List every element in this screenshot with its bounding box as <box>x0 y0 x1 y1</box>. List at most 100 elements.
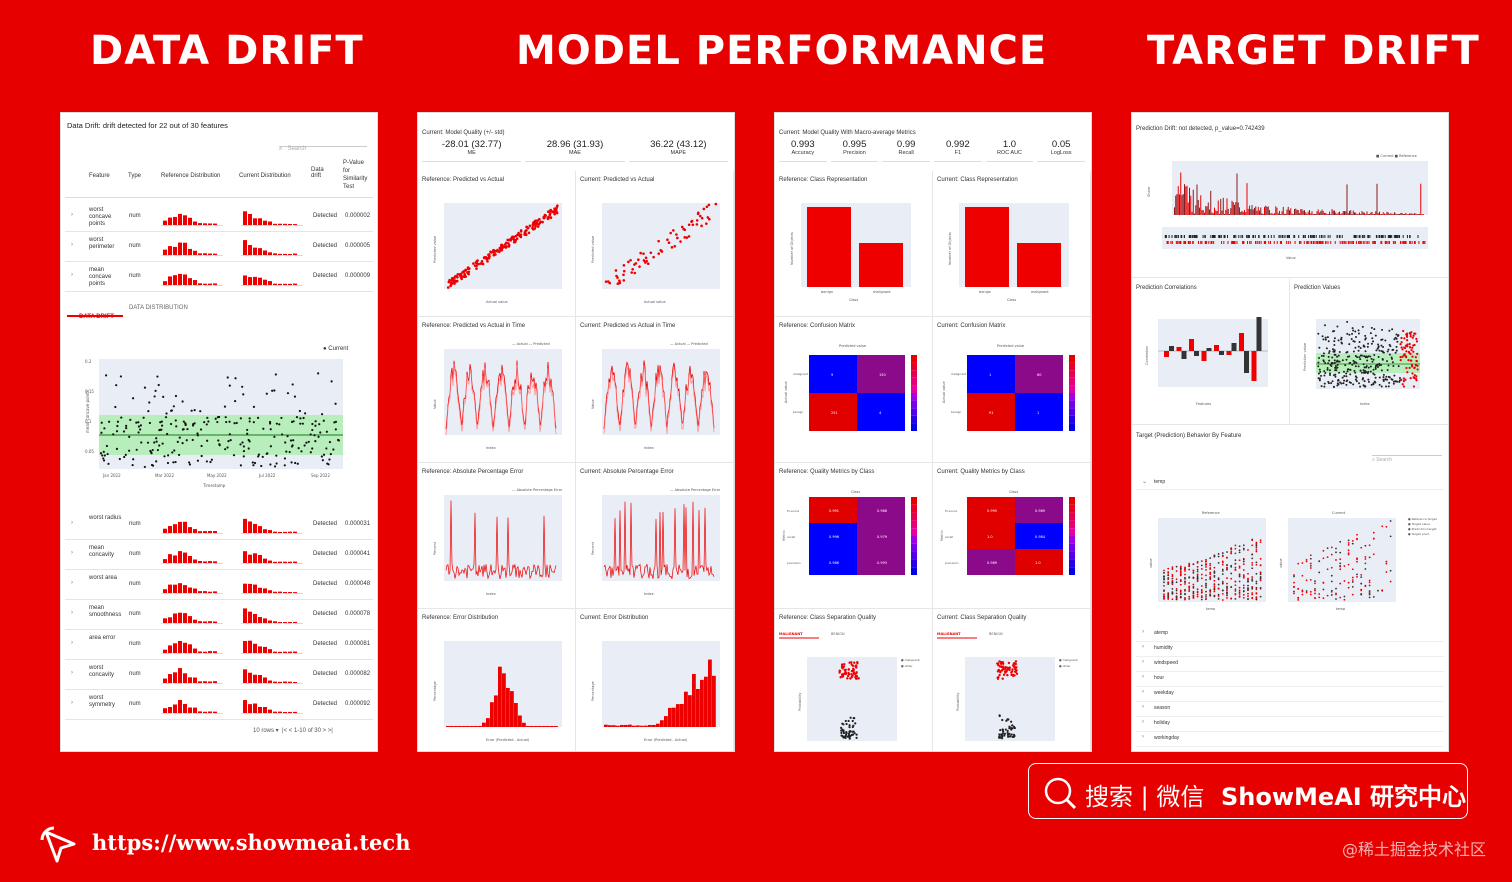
feature-row[interactable]: › humidity <box>1136 642 1444 657</box>
chevron-right-icon[interactable]: › <box>1142 689 1144 695</box>
search-input[interactable]: Search <box>287 146 307 152</box>
chevron-right-icon[interactable]: › <box>1142 674 1144 680</box>
x-axis-label: Actual value <box>644 300 666 304</box>
feature-name: mean concave points <box>89 267 112 287</box>
footer-url[interactable]: https://www.showmeai.tech <box>92 830 411 855</box>
y-axis-label: Probability <box>956 692 960 711</box>
classification-panel: Current: Model Quality With Macro-averag… <box>774 112 1092 752</box>
y-tick-label: 0.2 <box>85 359 92 364</box>
feature-name: windspeed <box>1154 660 1178 666</box>
chevron-right-icon[interactable]: › <box>1142 659 1144 665</box>
chevron-right-icon[interactable]: › <box>71 700 73 706</box>
cell-value: 1 <box>989 373 991 377</box>
col-feature: Feature <box>89 173 110 179</box>
metric-label: MAE <box>569 150 581 156</box>
chevron-right-icon[interactable]: › <box>71 610 73 616</box>
wechat-search-box[interactable]: 搜索 | 微信 ShowMeAI 研究中心 <box>1028 763 1468 819</box>
table-row[interactable]: › worst area num Detected 0.000048 <box>65 571 373 600</box>
chevron-down-icon[interactable]: ⌄ <box>1142 479 1148 485</box>
chart-svg: — Actual — Predicted Index Value <box>433 342 562 450</box>
col-data-drift: Data drift <box>311 167 324 179</box>
reference-histogram <box>161 636 223 654</box>
cell-value: 60 <box>1037 373 1041 377</box>
chevron-right-icon[interactable]: › <box>71 242 73 248</box>
chevron-right-icon[interactable]: › <box>1142 719 1144 725</box>
x-tick-label: Sep 2022 <box>311 473 330 478</box>
feature-name: worst concave points <box>89 207 112 227</box>
search-icon: ⌕ <box>279 146 283 152</box>
tab-data-drift[interactable]: DATA DRIFT <box>67 303 123 320</box>
feature-name: mean smoothness <box>89 605 122 618</box>
chevron-right-icon[interactable]: › <box>71 272 73 278</box>
table-row[interactable]: › worst concave points num Detected 0.000002 <box>65 203 373 232</box>
y-tick-label: malignant <box>793 372 809 376</box>
metric-label: LogLoss <box>1050 150 1072 156</box>
table-row[interactable]: › worst radius num Detected 0.000031 <box>65 511 373 540</box>
expanded-feature-row[interactable]: ⌄ temp <box>1136 475 1444 490</box>
metric-card: 0.995 Precision <box>830 139 879 162</box>
behavior-scatter: Reference temp value Current temp value ● Refe… <box>1149 511 1438 611</box>
x-axis-label: Class <box>1007 298 1016 302</box>
feature-row[interactable]: › season <box>1136 702 1444 717</box>
legend: ● malignant <box>901 658 921 662</box>
chevron-right-icon[interactable]: › <box>1142 704 1144 710</box>
chevron-right-icon[interactable]: › <box>71 670 73 676</box>
x-tick-label: Mar 2022 <box>155 473 174 478</box>
chevron-right-icon[interactable]: › <box>1142 734 1144 740</box>
axis-label: Class <box>1009 490 1018 494</box>
cell-title: Current: Predicted vs Actual in Time <box>580 323 676 329</box>
drift-status: Detected <box>313 701 338 707</box>
table-row[interactable]: › worst perimeter num Detected 0.000005 <box>65 233 373 262</box>
data-drift-search[interactable]: ⌕ Search <box>279 135 367 152</box>
y-axis-label: Number of Objects <box>948 232 952 265</box>
feature-row[interactable]: › hour <box>1136 672 1444 687</box>
table-row[interactable]: › mean concave points num Detected 0.000009 <box>65 263 373 292</box>
metric-value: 36.22 (43.12) <box>650 139 707 150</box>
table-row[interactable]: › mean smoothness num Detected 0.000078 <box>65 601 373 630</box>
chart-svg: Class 0.991 0.986 0.996 0.979 0.986 0.993 f1-sc… <box>782 490 917 575</box>
x-tick-label: May 2022 <box>207 473 227 478</box>
cell-title: Reference: Class Representation <box>779 177 868 183</box>
table-row[interactable]: › mean concavity num Detected 0.000041 <box>65 541 373 570</box>
col-p-value: P-Value for Similarity Test <box>343 160 368 190</box>
feature-row[interactable]: › atemp <box>1136 627 1444 642</box>
feature-row[interactable]: › weekday <box>1136 687 1444 702</box>
x-axis-label: Index <box>486 592 496 596</box>
chevron-right-icon[interactable]: › <box>1142 629 1144 635</box>
feature-row[interactable]: › holiday <box>1136 717 1444 732</box>
legend: — Actual — Predicted <box>670 342 708 346</box>
pagination[interactable]: 10 rows ▾ |< < 1-10 of 30 > >| <box>253 728 333 734</box>
behavior-search[interactable]: ⌕ Search <box>1372 446 1442 463</box>
chevron-right-icon[interactable]: › <box>71 580 73 586</box>
y-axis-label: Metric <box>940 530 944 541</box>
metric-card: 0.05 LogLoss <box>1037 139 1085 162</box>
search-input[interactable]: Search <box>1376 457 1393 463</box>
chart-svg: Predicted value 1 60 91 1 malignant benign Actu… <box>942 344 1075 431</box>
feature-type: num <box>129 581 141 587</box>
table-row[interactable]: › worst concavity num Detected 0.000082 <box>65 661 373 690</box>
feature-name: humidity <box>1154 645 1173 651</box>
chevron-right-icon[interactable]: › <box>71 212 73 218</box>
cell-title: Reference: Error Distribution <box>422 615 499 621</box>
cell-title: Current: Predicted vs Actual <box>580 177 655 183</box>
y-axis-label: Percent <box>433 541 437 555</box>
feature-type: num <box>129 521 141 527</box>
tab-data-distribution[interactable]: DATA DISTRIBUTION <box>129 305 188 311</box>
chevron-right-icon[interactable]: › <box>71 520 73 526</box>
chevron-right-icon[interactable]: › <box>71 640 73 646</box>
x-axis-label: Index <box>644 446 654 450</box>
feature-row[interactable]: › workingday <box>1136 732 1444 747</box>
y-axis-label: value <box>1149 558 1153 568</box>
cell-title: Reference: Predicted vs Actual <box>422 177 505 183</box>
chevron-right-icon[interactable]: › <box>71 550 73 556</box>
metric-card: 1.0 ROC AUC <box>985 139 1034 162</box>
cell-value: 0.979 <box>877 535 887 539</box>
table-row[interactable]: › area error num Detected 0.000081 <box>65 631 373 660</box>
chevron-right-icon[interactable]: › <box>1142 644 1144 650</box>
table-row[interactable]: › worst symmetry num Detected 0.000092 <box>65 691 373 720</box>
current-histogram <box>241 546 303 564</box>
cell-title: Current: Class Separation Quality <box>937 615 1027 621</box>
col-cur-dist: Current Distribution <box>239 173 291 179</box>
metric-card: 28.96 (31.93) MAE <box>525 139 625 162</box>
feature-row[interactable]: › windspeed <box>1136 657 1444 672</box>
